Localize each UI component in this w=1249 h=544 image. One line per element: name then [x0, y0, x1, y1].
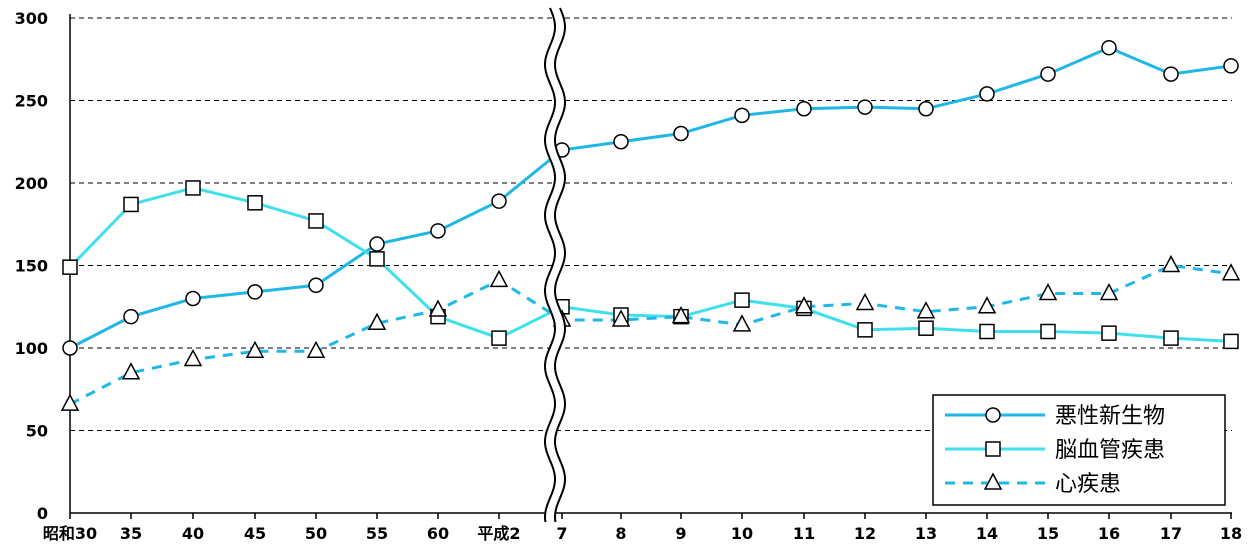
data-point-triangle — [611, 309, 631, 327]
data-point-triangle — [794, 296, 814, 314]
data-point-triangle — [1038, 282, 1058, 301]
x-tick-label: 9 — [675, 524, 686, 543]
x-tick-label: 14 — [976, 524, 998, 543]
x-tick-labels: 昭和30 35 40 45 50 55 60 平成2 7 8 9 10 11 12 13 14 15 16 17 18 — [43, 524, 1242, 543]
legend-label: 悪性新生物 — [1055, 404, 1165, 429]
data-point-circle — [369, 236, 385, 252]
x-tick-label: 11 — [793, 524, 815, 543]
data-point-triangle — [245, 340, 265, 359]
data-point-circle — [613, 134, 629, 150]
y-tick-label: 50 — [26, 422, 48, 441]
axis-break-line — [543, 7, 557, 523]
data-point-square — [1163, 330, 1179, 346]
data-point-triangle — [977, 296, 997, 314]
legend-marker-triangle — [983, 472, 1003, 490]
data-point-triangle — [855, 292, 875, 311]
data-point-triangle — [60, 393, 80, 411]
x-tick-label: 12 — [854, 524, 876, 543]
data-point-circle — [796, 101, 812, 117]
data-point-square — [62, 259, 78, 275]
legend-label: 心疾患 — [1055, 472, 1121, 497]
data-point-triangle — [732, 314, 752, 332]
legend-label: 脳血管疾患 — [1055, 438, 1165, 463]
y-tick-label: 100 — [15, 339, 48, 358]
data-point-triangle — [306, 340, 326, 359]
x-tick-label: 昭和30 — [43, 524, 97, 543]
x-tick-label: 13 — [915, 524, 937, 543]
data-point-circle — [979, 86, 995, 102]
x-tick-label: 10 — [731, 524, 753, 543]
x-tick-label: 15 — [1037, 524, 1059, 543]
data-point-triangle — [183, 348, 203, 367]
data-point-circle — [857, 99, 873, 115]
data-point-circle — [308, 277, 324, 294]
data-point-square — [1101, 325, 1117, 341]
data-point-circle — [1040, 66, 1056, 82]
data-point-square — [734, 292, 750, 308]
legend-marker-square — [985, 441, 1001, 457]
data-point-triangle — [671, 306, 691, 324]
x-tick-label: 55 — [366, 524, 388, 543]
data-point-circle — [491, 193, 507, 209]
series-line-2 — [69, 263, 1232, 406]
data-point-circle — [62, 340, 78, 356]
x-tick-label: 8 — [615, 524, 626, 543]
y-tick-labels: 0 50 100 150 200 250 300 — [15, 9, 48, 523]
axis-break — [543, 7, 567, 523]
data-point-circle — [430, 223, 446, 239]
x-tick-label: 50 — [305, 524, 327, 543]
y-tick-label: 250 — [15, 92, 48, 111]
data-point-circle — [1223, 58, 1239, 74]
x-tick-label: 17 — [1160, 524, 1182, 543]
x-tick-label: 35 — [120, 524, 142, 543]
series-line-0 — [69, 46, 1232, 350]
data-point-circle — [673, 125, 689, 142]
data-point-triangle — [121, 362, 141, 380]
data-point-square — [979, 323, 995, 340]
data-point-triangle — [1221, 263, 1241, 281]
data-point-square — [491, 330, 507, 346]
axis-break-band — [545, 8, 565, 522]
y-tick-label: 150 — [15, 257, 48, 276]
data-point-square — [1223, 333, 1239, 350]
data-point-square — [369, 251, 385, 267]
grid-lines — [70, 17, 1232, 431]
series-layer — [60, 39, 1241, 411]
data-point-square — [185, 180, 201, 196]
legend-marker-circle — [985, 407, 1001, 423]
data-point-circle — [1163, 66, 1179, 82]
data-point-circle — [123, 308, 139, 325]
data-point-triangle — [428, 299, 448, 317]
data-point-circle — [734, 107, 750, 124]
x-tick-label: 60 — [427, 524, 449, 543]
data-point-square — [308, 213, 324, 229]
data-point-triangle — [916, 301, 936, 319]
data-point-triangle — [367, 312, 387, 330]
data-point-triangle — [1161, 254, 1181, 273]
x-tick-label: 16 — [1098, 524, 1120, 543]
data-point-square — [123, 196, 139, 213]
series-line-1 — [68, 186, 1232, 343]
data-point-square — [918, 320, 934, 336]
data-point-square — [1040, 323, 1056, 340]
data-point-triangle — [489, 269, 509, 288]
data-point-circle — [185, 290, 201, 307]
data-point-triangle — [1099, 282, 1119, 301]
x-tick-label: 45 — [244, 524, 266, 543]
axis-break-line — [553, 7, 567, 523]
y-tick-label: 200 — [15, 174, 48, 193]
y-tick-label: 300 — [15, 9, 48, 28]
x-tick-label: 40 — [182, 524, 204, 543]
x-tick-label: 7 — [556, 524, 567, 543]
x-tick-label: 平成2 — [477, 524, 520, 543]
data-point-circle — [1101, 39, 1117, 56]
y-tick-label: 0 — [37, 504, 48, 523]
data-point-square — [857, 322, 873, 338]
x-tick-label: 18 — [1220, 524, 1242, 543]
data-point-circle — [247, 284, 263, 300]
data-point-circle — [918, 101, 934, 117]
data-point-square — [247, 195, 263, 211]
